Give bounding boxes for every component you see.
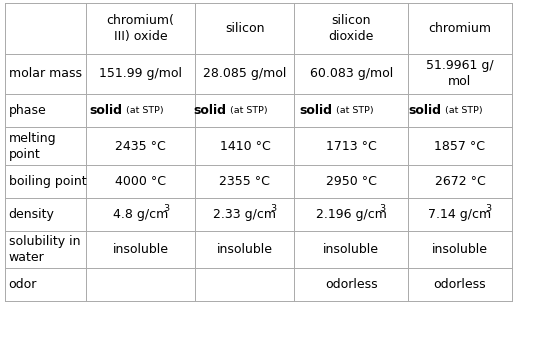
Text: 1857 °C: 1857 °C	[434, 139, 485, 153]
Text: 3: 3	[380, 204, 386, 213]
Text: 4000 °C: 4000 °C	[115, 175, 166, 188]
Text: odorless: odorless	[325, 278, 377, 291]
Text: 3: 3	[270, 204, 276, 213]
Text: 3: 3	[163, 204, 169, 213]
Text: solid: solid	[89, 104, 122, 117]
Text: chromium(
III) oxide: chromium( III) oxide	[106, 14, 175, 43]
Text: 2950 °C: 2950 °C	[326, 175, 377, 188]
Text: insoluble: insoluble	[112, 243, 169, 256]
Text: 51.9961 g/
mol: 51.9961 g/ mol	[426, 59, 494, 88]
Text: 2355 °C: 2355 °C	[219, 175, 270, 188]
Text: 3: 3	[485, 204, 491, 213]
Text: solid: solid	[300, 104, 333, 117]
Text: 60.083 g/mol: 60.083 g/mol	[310, 67, 393, 80]
Text: chromium: chromium	[428, 22, 491, 35]
Text: solid: solid	[193, 104, 226, 117]
Text: solid: solid	[408, 104, 441, 117]
Text: 1713 °C: 1713 °C	[326, 139, 377, 153]
Text: molar mass: molar mass	[9, 67, 81, 80]
Text: phase: phase	[9, 104, 47, 117]
Text: 2672 °C: 2672 °C	[434, 175, 485, 188]
Text: odorless: odorless	[434, 278, 486, 291]
Text: odor: odor	[9, 278, 37, 291]
Text: 2.196 g/cm: 2.196 g/cm	[316, 208, 387, 221]
Text: solubility in
water: solubility in water	[9, 235, 80, 264]
Text: insoluble: insoluble	[432, 243, 488, 256]
Text: 4.8 g/cm: 4.8 g/cm	[113, 208, 168, 221]
Text: 151.99 g/mol: 151.99 g/mol	[99, 67, 182, 80]
Text: silicon: silicon	[225, 22, 264, 35]
Text: insoluble: insoluble	[217, 243, 273, 256]
Text: (at STP): (at STP)	[123, 106, 163, 115]
Text: density: density	[9, 208, 54, 221]
Text: (at STP): (at STP)	[333, 106, 374, 115]
Text: boiling point: boiling point	[9, 175, 86, 188]
Text: 7.14 g/cm: 7.14 g/cm	[428, 208, 491, 221]
Text: 1410 °C: 1410 °C	[219, 139, 270, 153]
Text: insoluble: insoluble	[323, 243, 380, 256]
Text: (at STP): (at STP)	[442, 106, 483, 115]
Text: (at STP): (at STP)	[227, 106, 268, 115]
Text: silicon
dioxide: silicon dioxide	[329, 14, 374, 43]
Text: 2435 °C: 2435 °C	[115, 139, 166, 153]
Text: 28.085 g/mol: 28.085 g/mol	[203, 67, 287, 80]
Text: 2.33 g/cm: 2.33 g/cm	[213, 208, 276, 221]
Text: melting
point: melting point	[9, 132, 56, 160]
